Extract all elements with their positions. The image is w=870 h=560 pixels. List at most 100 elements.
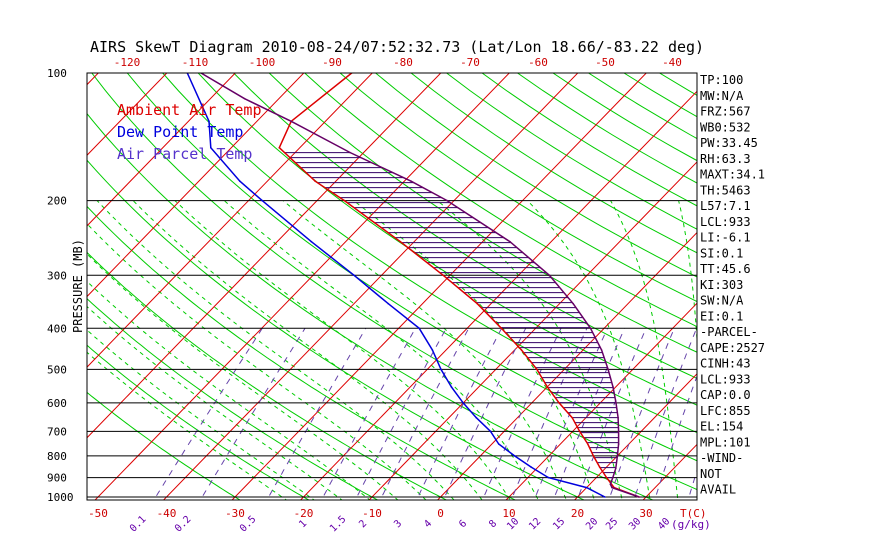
saturated-adiabat-line — [96, 200, 455, 500]
mixing-ratio-label: 3 — [392, 518, 404, 530]
dry-adiabat-line — [339, 73, 697, 303]
dew-point-temp-point — [513, 455, 516, 457]
air-parcel-temp-point — [609, 483, 612, 486]
index-label: SW:N/A — [700, 294, 744, 308]
dry-adiabat-line — [516, 73, 697, 184]
mixing-ratio-label: 1.5 — [328, 514, 349, 535]
air-parcel-temp-point — [616, 455, 619, 457]
saturated-adiabat-line — [87, 223, 427, 500]
index-label: EI:0.1 — [700, 309, 743, 323]
index-label: WB0:532 — [700, 120, 751, 134]
legend-entry: Dew Point Temp — [117, 123, 243, 141]
index-label: NOT — [700, 467, 722, 481]
index-label: TH:5463 — [700, 183, 751, 197]
air-parcel-temp-point — [548, 274, 551, 277]
ambient-air-temp-point — [343, 199, 346, 202]
index-label: LFC:855 — [700, 404, 751, 418]
mixing-ratio-label: 4 — [422, 518, 434, 530]
mixing-ratio-label: 15 — [551, 516, 567, 532]
isotherm-line — [436, 231, 697, 500]
top-temp-tick-label: -40 — [662, 56, 682, 69]
ambient-air-temp-point — [578, 430, 581, 433]
dry-adiabat-line — [481, 73, 697, 207]
dry-adiabat-line — [197, 73, 697, 406]
dew-point-temp-point — [530, 466, 532, 468]
isotherm-line — [94, 73, 510, 500]
mixing-ratio-label: 40 — [656, 516, 672, 532]
isotherm-line — [162, 73, 579, 500]
ambient-air-temp-point — [500, 327, 503, 330]
mixing-ratio-label: 12 — [527, 516, 543, 532]
ambient-air-temp-point — [592, 455, 595, 457]
top-temp-tick-label: -70 — [460, 56, 480, 69]
dew-point-temp-point — [585, 486, 588, 489]
plot-frame — [86, 72, 698, 501]
bottom-temp-tick-label: 30 — [639, 507, 652, 520]
dry-adiabat-line — [87, 205, 517, 500]
ambient-air-temp-point — [587, 443, 589, 445]
index-label: PW:33.45 — [700, 136, 758, 150]
index-label: CAP:0.0 — [700, 388, 751, 402]
ambient-air-temp-point — [546, 386, 549, 388]
mixing-ratio-label: 2 — [357, 518, 369, 530]
isotherm-line — [299, 90, 697, 500]
air-parcel-temp-point — [617, 416, 619, 419]
pressure-tick-label: 800 — [47, 450, 67, 463]
dew-point-temp-point — [387, 302, 390, 305]
pressure-tick-label: 700 — [47, 425, 67, 438]
dry-adiabat-line — [87, 344, 310, 500]
dew-point-temp-point — [210, 146, 212, 149]
isotherm-line — [0, 54, 49, 506]
mixing-ratio-line — [442, 328, 527, 500]
bottom-temp-tick-label: -50 — [88, 507, 108, 520]
saturated-adiabat-line — [132, 200, 483, 500]
index-label: LI:-6.1 — [700, 231, 751, 245]
mixing-ratio-label: 6 — [457, 518, 469, 530]
air-parcel-temp-point — [509, 240, 511, 243]
air-parcel-temp-point — [615, 402, 617, 404]
bottom-temp-tick-label: -30 — [225, 507, 245, 520]
dew-point-temp-point — [440, 368, 442, 371]
dew-point-temp-point — [497, 443, 500, 445]
dew-point-temp-point — [310, 240, 313, 243]
mixing-ratio-line — [320, 328, 416, 500]
dew-point-temp-point — [604, 496, 606, 498]
index-label: -WIND- — [700, 451, 743, 465]
chart-title: AIRS SkewT Diagram 2010-08-24/07:52:32.7… — [90, 38, 704, 56]
dry-adiabat-line — [233, 73, 697, 379]
legend-entry: Air Parcel Temp — [117, 145, 252, 163]
ambient-air-temp-point — [314, 180, 317, 182]
ambient-air-temp-point — [520, 349, 523, 351]
saturated-adiabat-line — [87, 305, 343, 500]
saturated-adiabat-line — [610, 200, 679, 500]
saturated-adiabat-line — [223, 200, 539, 500]
mixing-ratio-line — [354, 328, 447, 500]
index-label: SI:0.1 — [700, 246, 743, 260]
dew-point-temp-point — [547, 476, 550, 479]
air-parcel-temp-point — [349, 151, 351, 154]
air-parcel-temp-point — [617, 443, 620, 445]
dry-adiabat-line — [162, 73, 697, 434]
dew-point-temp-point — [353, 274, 355, 277]
air-parcel-temp-point — [410, 180, 412, 182]
saturated-adiabat-line — [87, 280, 371, 500]
legend-entry: Ambient Air Temp — [117, 101, 262, 119]
bottom-temp-tick-label: 10 — [502, 507, 515, 520]
air-parcel-temp-point — [617, 430, 620, 433]
isotherm-line — [87, 73, 442, 439]
top-temp-tick-label: -100 — [249, 56, 276, 69]
top-temp-tick-label: -50 — [595, 56, 615, 69]
dew-point-temp-point — [208, 120, 210, 123]
mixing-ratio-line — [608, 328, 675, 500]
ambient-air-temp-point — [278, 146, 281, 149]
dry-adiabat-line — [126, 73, 697, 462]
index-label: MAXT:34.1 — [700, 168, 765, 182]
mixing-ratio-line — [199, 328, 306, 500]
isotherm-line — [642, 443, 697, 500]
dry-adiabat-line — [87, 297, 379, 500]
ambient-air-temp-point — [442, 274, 445, 277]
pressure-tick-label: 900 — [47, 472, 67, 485]
air-parcel-temp-point — [572, 302, 574, 305]
dew-point-temp-point — [261, 199, 264, 202]
